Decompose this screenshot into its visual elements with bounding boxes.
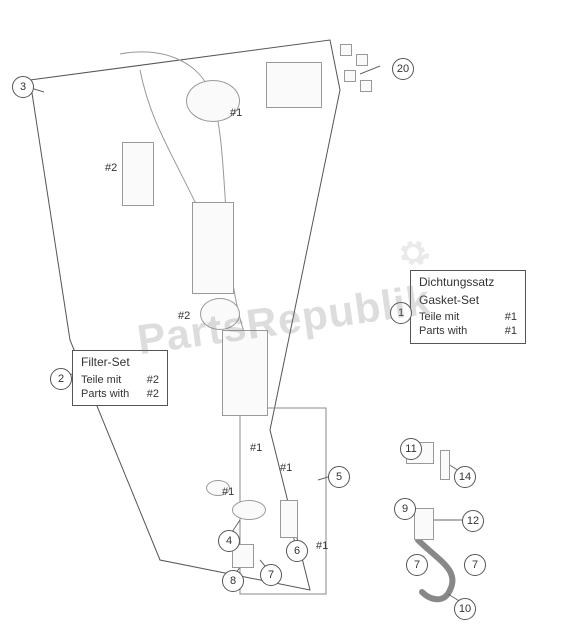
- callout-11: 11: [400, 438, 422, 460]
- callout-12: 12: [462, 510, 484, 532]
- part-sketch: [232, 500, 266, 520]
- part-sketch: [344, 70, 356, 82]
- filter-set-title: Filter-Set: [81, 355, 159, 371]
- hash-label: #1: [230, 107, 242, 119]
- callout-8: 8: [222, 570, 244, 592]
- part-sketch: [222, 330, 268, 416]
- part-sketch: [192, 202, 234, 294]
- part-sketch: [266, 62, 322, 108]
- filter-set-line2: Parts with #2: [81, 387, 159, 401]
- gasket-set-box: Dichtungssatz Gasket-Set Teile mit #1 Pa…: [410, 270, 526, 344]
- gasket-set-line2: Parts with #1: [419, 324, 517, 338]
- callout-14: 14: [454, 466, 476, 488]
- callout-10: 10: [454, 598, 476, 620]
- hash-label: #2: [178, 310, 190, 322]
- leader-line: [360, 66, 380, 74]
- part-sketch: [200, 298, 240, 330]
- part-sketch: [360, 80, 372, 92]
- callout-7: 7: [260, 564, 282, 586]
- callout-2: 2: [50, 368, 72, 390]
- callout-5: 5: [328, 466, 350, 488]
- gasket-set-title2: Gasket-Set: [419, 293, 517, 309]
- part-sketch: [414, 508, 434, 540]
- part-sketch: [356, 54, 368, 66]
- filter-set-line1: Teile mit #2: [81, 373, 159, 387]
- gasket-set-title1: Dichtungssatz: [419, 275, 517, 291]
- filter-set-box: Filter-Set Teile mit #2 Parts with #2: [72, 350, 168, 406]
- hash-label: #1: [222, 486, 234, 498]
- callout-7: 7: [464, 554, 486, 576]
- callout-20: 20: [392, 58, 414, 80]
- hash-label: #1: [280, 462, 292, 474]
- gasket-set-line1: Teile mit #1: [419, 310, 517, 324]
- callout-3: 3: [12, 76, 34, 98]
- part-sketch: [122, 142, 154, 206]
- part-sketch: [340, 44, 352, 56]
- hash-label: #1: [316, 540, 328, 552]
- callout-1: 1: [390, 302, 412, 324]
- hash-label: #1: [250, 442, 262, 454]
- callout-6: 6: [286, 540, 308, 562]
- gear-icon: [395, 235, 431, 271]
- part-sketch: [280, 500, 298, 538]
- part-sketch: [440, 450, 450, 480]
- callout-9: 9: [394, 498, 416, 520]
- callout-7: 7: [406, 554, 428, 576]
- callout-4: 4: [218, 530, 240, 552]
- hash-label: #2: [105, 162, 117, 174]
